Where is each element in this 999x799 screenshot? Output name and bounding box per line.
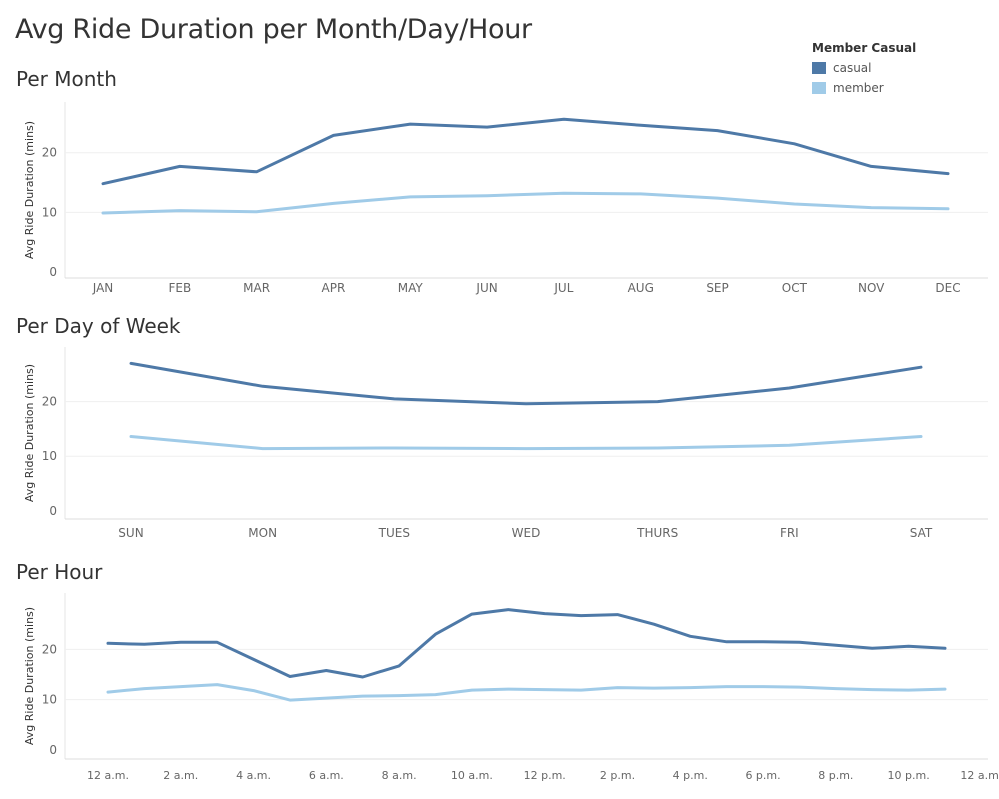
- x-tick-label: NOV: [858, 281, 885, 295]
- y-tick-label: 10: [42, 693, 57, 707]
- x-tick-label: FRI: [780, 526, 799, 540]
- x-tick-label: 6 p.m.: [745, 769, 780, 782]
- x-tick-label: MON: [248, 526, 277, 540]
- x-tick-label: 2 a.m.: [163, 769, 198, 782]
- hour-chart-title: Per Hour: [16, 560, 103, 584]
- y-tick-label: 0: [49, 504, 57, 518]
- x-tick-label: 12 a.m.: [960, 769, 999, 782]
- y-axis-title: Avg Ride Duration (mins): [23, 121, 36, 259]
- per-month-chart: 0 10 20 Avg Ride Duration (mins) JAN FEB MAR AP…: [23, 102, 988, 295]
- x-tick-label: FEB: [168, 281, 191, 295]
- x-tick-label: MAR: [243, 281, 270, 295]
- y-tick-label: 10: [42, 205, 57, 219]
- y-tick-label: 20: [42, 395, 57, 409]
- x-tick-label: 6 a.m.: [309, 769, 344, 782]
- x-tick-label: 10 p.m.: [888, 769, 930, 782]
- y-tick-label: 10: [42, 449, 57, 463]
- legend-item-casual[interactable]: casual: [812, 58, 916, 78]
- series-line-casual[interactable]: [106, 608, 947, 679]
- x-tick-label: AUG: [628, 281, 654, 295]
- x-tick-label: MAY: [398, 281, 424, 295]
- month-chart-title: Per Month: [16, 67, 117, 91]
- x-tick-label: 12 p.m.: [524, 769, 566, 782]
- x-tick-label: APR: [322, 281, 346, 295]
- legend-swatch-member: [812, 82, 826, 94]
- dashboard-title: Avg Ride Duration per Month/Day/Hour: [15, 14, 532, 45]
- legend-item-member[interactable]: member: [812, 78, 916, 98]
- per-day-chart: 0 10 20 Avg Ride Duration (mins) SUN MON TUES W…: [23, 347, 988, 540]
- x-tick-label: 2 p.m.: [600, 769, 635, 782]
- x-tick-label: THURS: [636, 526, 678, 540]
- legend-swatch-casual: [812, 62, 826, 74]
- series-line-member[interactable]: [106, 683, 947, 702]
- x-tick-label: 10 a.m.: [451, 769, 493, 782]
- x-tick-label: SAT: [910, 526, 933, 540]
- series-line-member[interactable]: [129, 435, 923, 451]
- y-tick-label: 0: [49, 265, 57, 279]
- x-tick-label: TUES: [378, 526, 410, 540]
- y-tick-label: 20: [42, 146, 57, 160]
- x-tick-label: 4 p.m.: [673, 769, 708, 782]
- x-tick-label: 8 p.m.: [818, 769, 853, 782]
- y-axis-title: Avg Ride Duration (mins): [23, 607, 36, 745]
- x-tick-label: SEP: [706, 281, 728, 295]
- x-tick-label: JUL: [553, 281, 573, 295]
- day-chart-title: Per Day of Week: [16, 314, 181, 338]
- x-tick-label: 12 a.m.: [87, 769, 129, 782]
- x-tick-label: JAN: [92, 281, 114, 295]
- x-tick-label: 4 a.m.: [236, 769, 271, 782]
- x-tick-label: WED: [512, 526, 541, 540]
- y-axis-title: Avg Ride Duration (mins): [23, 364, 36, 502]
- legend: Member Casual casual member: [812, 41, 916, 98]
- x-tick-label: DEC: [935, 281, 960, 295]
- x-tick-label: OCT: [782, 281, 808, 295]
- legend-label-member: member: [833, 81, 884, 95]
- x-tick-label: JUN: [475, 281, 497, 295]
- series-line-casual[interactable]: [101, 117, 950, 186]
- series-line-member[interactable]: [101, 191, 950, 215]
- legend-label-casual: casual: [833, 61, 872, 75]
- y-tick-label: 0: [49, 743, 57, 757]
- legend-title: Member Casual: [812, 41, 917, 55]
- series-line-casual[interactable]: [129, 361, 923, 406]
- y-tick-label: 20: [42, 642, 57, 656]
- x-tick-label: SUN: [118, 526, 143, 540]
- per-hour-chart: 0 10 20 Avg Ride Duration (mins) 12 a.m. 2 a.…: [23, 593, 999, 782]
- x-tick-label: 8 a.m.: [382, 769, 417, 782]
